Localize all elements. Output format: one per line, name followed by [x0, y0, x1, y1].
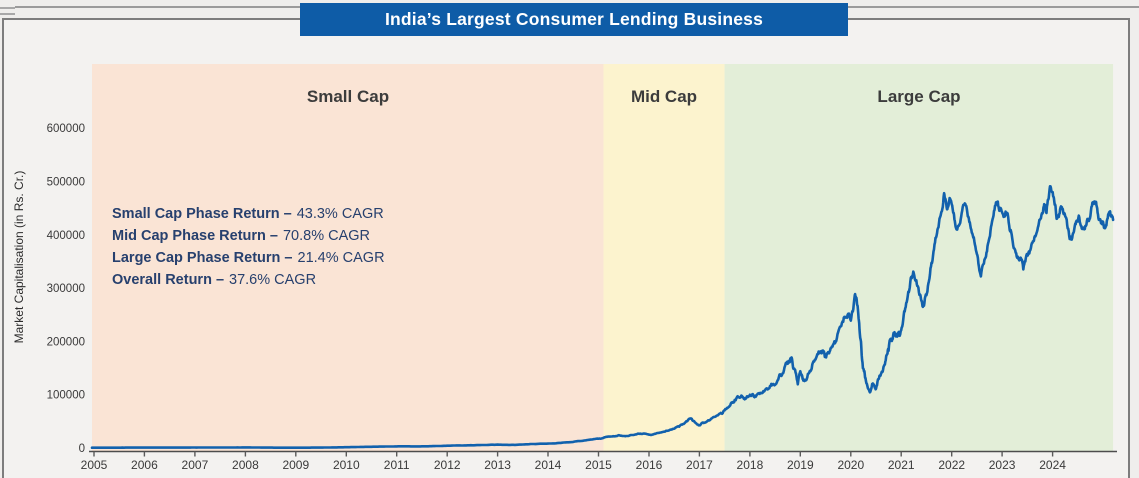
- x-tick-label: 2008: [232, 458, 259, 472]
- market-cap-line: [90, 185, 1115, 449]
- x-tick-label: 2016: [636, 458, 663, 472]
- x-tick-label: 2024: [1039, 458, 1066, 472]
- y-axis-title: Market Capitalisation (in Rs. Cr.): [12, 170, 26, 344]
- annotation-large-cap-return: Large Cap Phase Return –21.4% CAGR: [112, 247, 385, 269]
- y-axis: 0 100000 200000 300000 400000 500000 600000: [47, 123, 85, 455]
- phase-region-0: [92, 64, 604, 452]
- y-tick-label: 500000: [47, 177, 85, 189]
- phase-region-1: [603, 64, 725, 452]
- x-tick-label: 2018: [737, 458, 764, 472]
- x-tick-label: 2010: [333, 458, 360, 472]
- x-tick-label: 2012: [434, 458, 461, 472]
- phase-label-small-cap: Small Cap: [306, 87, 390, 106]
- y-tick-label: 200000: [47, 336, 85, 348]
- phase-label-mid-cap: Mid Cap: [630, 87, 698, 106]
- x-axis: 2005 2006 2007 2008 2009 2010 2011 2012 2013 2014…: [81, 450, 1117, 472]
- x-tick-label: 2006: [131, 458, 158, 472]
- phase-regions: [92, 64, 1114, 452]
- annotation-small-cap-return: Small Cap Phase Return –43.3% CAGR: [112, 203, 385, 225]
- annotation-value: 43.3% CAGR: [296, 206, 384, 222]
- x-tick-label: 2017: [686, 458, 713, 472]
- page-title: India’s Largest Consumer Lending Busines…: [384, 9, 764, 29]
- x-tick-label: 2021: [888, 458, 915, 472]
- y-tick-label: 100000: [47, 390, 85, 402]
- x-tick-label: 2022: [938, 458, 965, 472]
- x-tick-label: 2023: [989, 458, 1016, 472]
- x-tick-label: 2020: [837, 458, 864, 472]
- phase-region-2: [724, 64, 1114, 452]
- top-divider-stub: [0, 7, 15, 9]
- y-tick-label: 300000: [47, 283, 85, 295]
- annotation-label: Mid Cap Phase Return –: [112, 228, 278, 244]
- annotation-value: 21.4% CAGR: [297, 250, 385, 266]
- page-title-banner: India’s Largest Consumer Lending Busines…: [300, 3, 848, 36]
- x-tick-label: 2005: [81, 458, 108, 472]
- x-tick-label: 2011: [384, 458, 410, 472]
- annotation-mid-cap-return: Mid Cap Phase Return –70.8% CAGR: [112, 225, 385, 247]
- x-tick-label: 2019: [787, 458, 814, 472]
- x-tick-label: 2014: [535, 458, 562, 472]
- x-tick-label: 2007: [182, 458, 209, 472]
- annotation-label: Large Cap Phase Return –: [112, 250, 293, 266]
- annotation-value: 70.8% CAGR: [282, 228, 371, 244]
- y-tick-label: 600000: [47, 123, 85, 135]
- annotation-overall-return: Overall Return –37.6% CAGR: [112, 269, 385, 291]
- annotation-label: Overall Return –: [112, 272, 225, 288]
- cagr-annotations: Small Cap Phase Return –43.3% CAGR Mid C…: [112, 203, 385, 291]
- phase-label-large-cap: Large Cap: [877, 87, 961, 106]
- annotation-label: Small Cap Phase Return –: [112, 206, 292, 222]
- top-divider-stub2: [0, 13, 15, 15]
- y-tick-label: 0: [79, 443, 85, 455]
- x-tick-label: 2013: [484, 458, 511, 472]
- x-tick-label: 2015: [585, 458, 612, 472]
- y-tick-label: 400000: [47, 230, 85, 242]
- x-tick-label: 2009: [282, 458, 309, 472]
- annotation-value: 37.6% CAGR: [229, 272, 317, 288]
